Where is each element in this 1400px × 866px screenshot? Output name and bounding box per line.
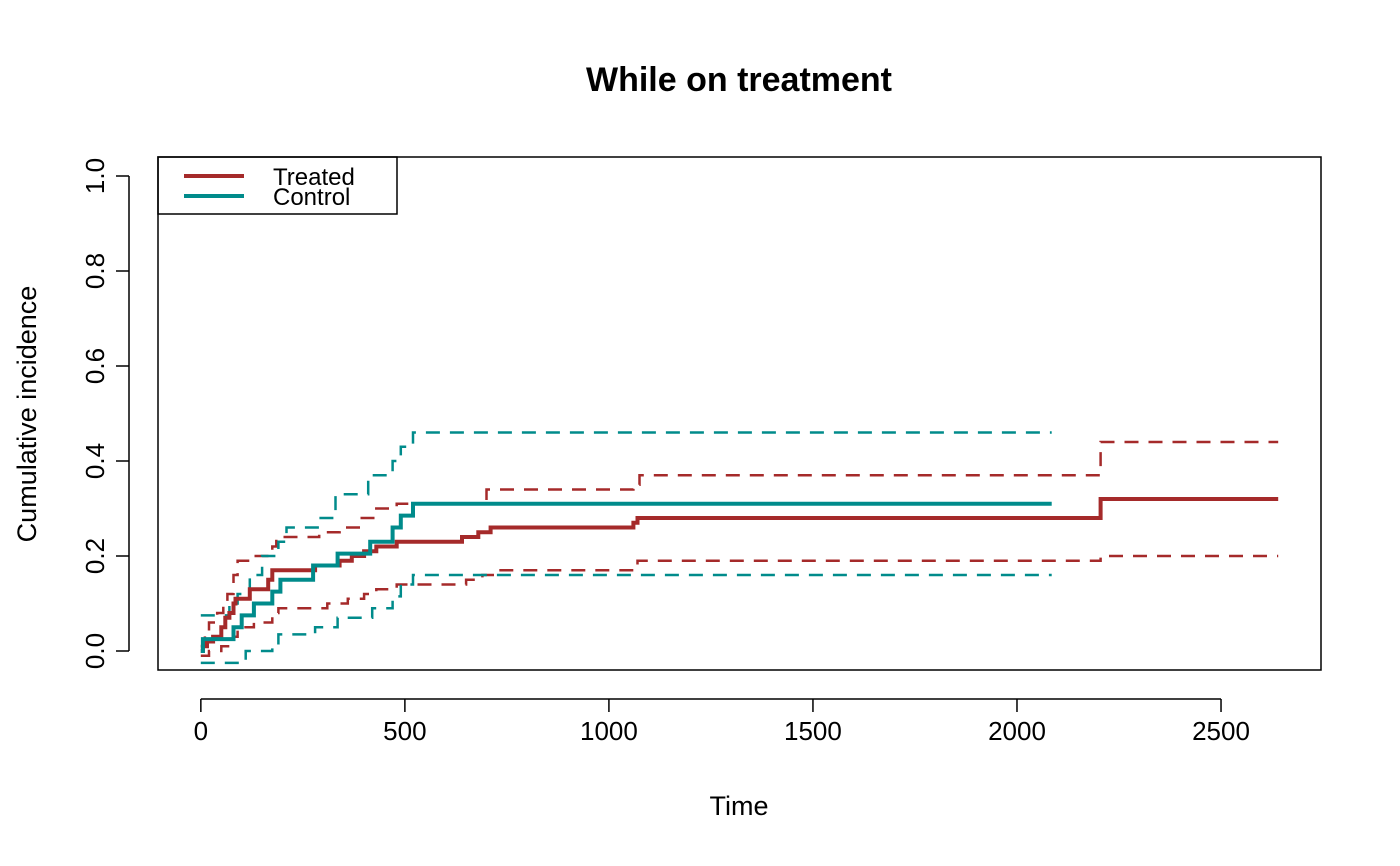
x-tick-label: 2500: [1192, 716, 1250, 746]
y-tick-label: 0.2: [80, 538, 110, 574]
y-tick-label: 0.0: [80, 633, 110, 669]
treated-ci-lower-line: [200, 554, 1279, 658]
y-tick-label: 0.8: [80, 253, 110, 289]
legend-label-control: Control: [273, 184, 350, 211]
control-ci-lower-line: [200, 573, 1052, 665]
x-tick-label: 0: [194, 716, 208, 746]
y-tick-label: 0.6: [80, 348, 110, 384]
plot-frame: [157, 156, 1322, 671]
y-axis: 0.0 0.2 0.4 0.6 0.8 1.0: [80, 158, 130, 669]
x-tick-label: 2000: [988, 716, 1046, 746]
control-ci-upper-line: [200, 431, 1052, 617]
treated-ci-upper-line: [200, 440, 1279, 648]
x-axis-label: Time: [710, 791, 769, 821]
y-tick-label: 1.0: [80, 158, 110, 194]
plot-layer: [200, 431, 1279, 665]
y-tick-label: 0.4: [80, 443, 110, 479]
legend-box: [157, 156, 398, 215]
x-tick-label: 500: [383, 716, 426, 746]
control-series-line: [200, 501, 1052, 653]
x-axis: 0 500 1000 1500 2000 2500: [194, 698, 1250, 746]
legend-label-treated: Treated: [273, 164, 355, 191]
x-tick-label: 1000: [580, 716, 638, 746]
y-axis-label: Cumulative incidence: [12, 286, 42, 543]
x-tick-label: 1500: [784, 716, 842, 746]
chart-title: While on treatment: [586, 61, 892, 99]
